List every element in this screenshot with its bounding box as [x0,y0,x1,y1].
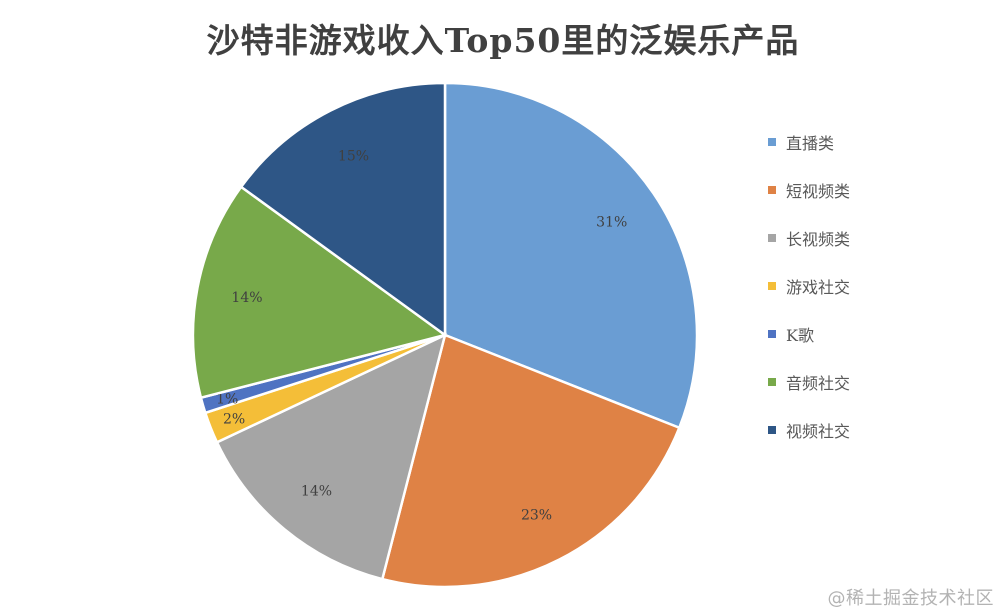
legend-item-0: 直播类 [768,118,978,166]
legend-swatch [768,234,776,242]
pie-slice-0 [443,81,699,430]
legend-item-5: 音频社交 [768,358,978,406]
chart-title: 沙特非游戏收入Top50里的泛娱乐产品 [206,21,800,60]
data-label-4: 1% [216,391,238,407]
legend-label: 直播类 [786,134,835,153]
legend-item-3: 游戏社交 [768,262,978,310]
legend-swatch [768,282,776,290]
legend-item-2: 长视频类 [768,214,978,262]
pie-slice-6 [239,81,447,338]
legend: 直播类短视频类长视频类游戏社交 K歌音频社交视频社交 [768,118,978,454]
pie-slice-5 [191,185,448,400]
legend-label: 长视频类 [786,230,851,249]
legend-swatch [768,378,776,386]
legend-label: 音频社交 [786,374,851,393]
legend-swatch [768,426,776,434]
data-label-0: 31% [596,215,627,231]
legend-label: 游戏社交 [786,278,851,297]
legend-swatch [768,138,776,146]
legend-swatch [768,330,776,338]
pie-slice-2 [215,332,447,581]
legend-label: 短视频类 [786,182,851,201]
pie-slice-1 [380,333,681,589]
legend-item-4: K歌 [768,310,978,358]
data-label-1: 23% [521,508,552,524]
legend-item-1: 短视频类 [768,166,978,214]
legend-label: 视频社交 [786,422,851,441]
data-label-2: 14% [301,483,332,499]
legend-swatch [768,186,776,194]
watermark: @稀土掘金技术社区 [827,588,994,609]
legend-label: K歌 [786,326,814,345]
legend-item-6: 视频社交 [768,406,978,454]
data-label-3: 2% [223,411,245,427]
data-label-6: 15% [338,148,369,164]
data-label-5: 14% [231,290,262,306]
